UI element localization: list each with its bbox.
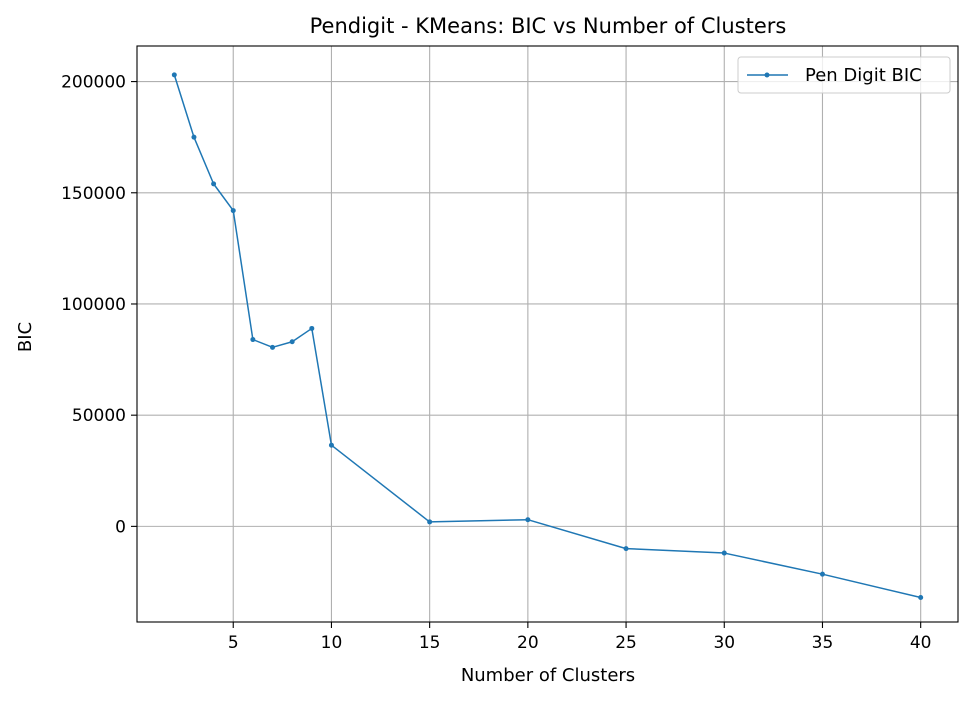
legend: Pen Digit BIC (737, 56, 951, 94)
x-tick-label: 20 (517, 633, 539, 653)
data-point (250, 337, 256, 343)
data-point (230, 208, 236, 214)
data-point (623, 546, 629, 552)
x-tick-label: 5 (228, 633, 239, 653)
legend-marker (764, 72, 770, 78)
y-axis-label: BIC (15, 322, 36, 352)
data-point (918, 595, 924, 601)
data-point (309, 325, 315, 331)
data-point (328, 442, 334, 448)
data-point (525, 517, 531, 523)
y-tick-label: 100000 (61, 295, 126, 315)
x-tick-label: 15 (419, 633, 441, 653)
axis-ticks: 5 10 15 20 25 30 35 40 0 50000 100000 150000 200000 (61, 73, 931, 653)
legend-entry-label: Pen Digit BIC (805, 65, 922, 86)
data-point (171, 72, 177, 78)
chart-title: Pendigit - KMeans: BIC vs Number of Clus… (310, 14, 787, 38)
x-tick-label: 35 (812, 633, 834, 653)
y-tick-label: 200000 (61, 73, 126, 93)
legend-box (737, 56, 951, 94)
x-axis-label: Number of Clusters (461, 665, 635, 686)
x-tick-label: 25 (615, 633, 637, 653)
series-layer (171, 72, 924, 601)
data-point (270, 344, 276, 350)
y-tick-label: 150000 (61, 184, 126, 204)
x-tick-label: 40 (910, 633, 932, 653)
x-tick-label: 30 (713, 633, 735, 653)
data-point (289, 339, 295, 345)
y-tick-label: 0 (115, 517, 126, 537)
data-point (427, 519, 433, 525)
data-point (211, 181, 217, 187)
data-point (819, 571, 825, 577)
plot-frame (136, 45, 959, 623)
x-tick-label: 10 (321, 633, 343, 653)
data-point (191, 134, 197, 140)
y-tick-label: 50000 (72, 406, 126, 426)
data-point (721, 550, 727, 556)
